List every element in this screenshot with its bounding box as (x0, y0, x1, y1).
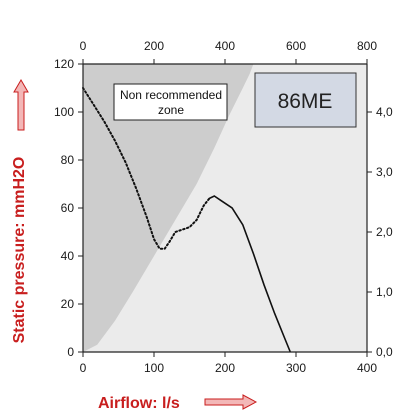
x-axis-title: Airflow: l/s (98, 395, 180, 412)
top-tick-label: 400 (215, 39, 235, 53)
right-tick-label: 2,0 (376, 225, 393, 239)
y-axis-title: Static pressure: mmH2O (11, 157, 28, 344)
top-tick-label: 800 (357, 39, 377, 53)
up-arrow-icon (13, 79, 29, 131)
model-label-box: 86ME (254, 72, 357, 128)
top-tick-label: 0 (80, 39, 87, 53)
x-tick-label: 300 (286, 361, 306, 375)
y-tick-label: 0 (67, 345, 74, 359)
performance-curve-dotted (82, 87, 211, 250)
y-tick-label: 100 (54, 105, 74, 119)
right-tick-label: 1,0 (376, 285, 393, 299)
right-axis-ticks: 0,0 1,0 2,0 3,0 4,0 (367, 105, 393, 359)
x-tick-label: 200 (215, 361, 235, 375)
model-label: 86ME (278, 90, 333, 113)
right-tick-label: 0,0 (376, 345, 393, 359)
non-recommended-zone-area (83, 64, 254, 352)
annotation-line-2: zone (158, 103, 184, 117)
x-tick-label: 400 (357, 361, 377, 375)
top-axis-ticks: 0 200 400 600 800 (80, 39, 377, 64)
annotation-box: Non recommended zone (113, 83, 228, 121)
top-tick-label: 600 (286, 39, 306, 53)
y-tick-label: 80 (61, 153, 75, 167)
annotation-background (113, 83, 228, 121)
right-tick-label: 4,0 (376, 105, 393, 119)
y-tick-label: 20 (61, 297, 75, 311)
performance-curve-solid (209, 195, 292, 353)
y-tick-label: 120 (54, 57, 74, 71)
y-tick-label: 60 (61, 201, 75, 215)
right-tick-label: 3,0 (376, 165, 393, 179)
top-tick-label: 200 (144, 39, 164, 53)
x-tick-label: 100 (144, 361, 164, 375)
y-tick-label: 40 (61, 249, 75, 263)
right-arrow-icon (204, 394, 258, 410)
bottom-axis-ticks: 0 100 200 300 400 (80, 352, 377, 375)
annotation-line-1: Non recommended (120, 88, 222, 102)
model-label-background (254, 72, 357, 128)
x-tick-label: 0 (80, 361, 87, 375)
left-axis-ticks: 0 20 40 60 80 100 120 (54, 57, 83, 359)
